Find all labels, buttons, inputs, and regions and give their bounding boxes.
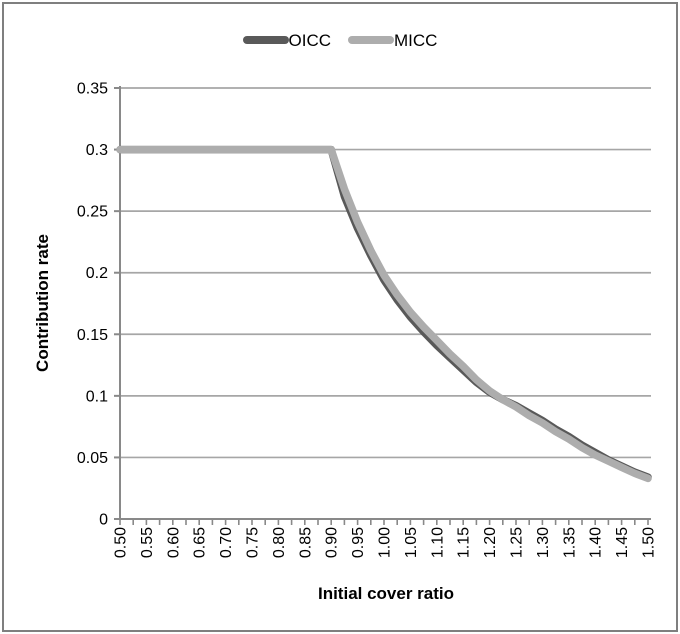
chart-legend: OICC MICC xyxy=(0,29,680,51)
x-tick-label: 1.30 xyxy=(535,527,552,558)
x-tick-label: 1.25 xyxy=(509,527,526,558)
x-tick-labels: 0.50 0.55 0.60 0.65 0.70 0.75 0.80 0.85 0.90 0.95… xyxy=(113,527,658,558)
y-tick-labels: 0 0.05 0.1 0.15 0.2 0.25 0.3 0.35 xyxy=(77,81,120,529)
y-tick-label: 0.15 xyxy=(77,327,108,344)
legend-item-micc: MICC xyxy=(348,32,437,49)
x-tick-label: 1.40 xyxy=(588,527,605,558)
x-tick-label: 0.75 xyxy=(245,527,262,558)
x-tick-label: 0.80 xyxy=(271,527,288,558)
y-tick-label: 0.1 xyxy=(86,388,108,405)
x-tick-label: 0.60 xyxy=(165,527,182,558)
y-tick-label: 0.2 xyxy=(86,265,108,282)
micc-line-swatch xyxy=(348,36,395,44)
legend-label-micc: MICC xyxy=(394,30,438,50)
x-tick-label: 1.05 xyxy=(403,527,420,558)
y-tick-label: 0.3 xyxy=(86,142,108,159)
x-axis-title: Initial cover ratio xyxy=(317,584,455,603)
x-tick-label: 0.90 xyxy=(324,527,341,558)
x-tick-label: 1.35 xyxy=(561,527,578,558)
x-tick-label: 0.85 xyxy=(297,527,314,558)
x-tick-label: 1.10 xyxy=(429,527,446,558)
micc-line xyxy=(116,145,652,483)
x-tick-label: 0.70 xyxy=(218,527,235,558)
legend-item-oicc: OICC xyxy=(242,30,332,50)
x-tick-label: 1.15 xyxy=(456,527,473,558)
y-tick-label: 0.05 xyxy=(77,450,108,467)
oicc-line xyxy=(116,145,652,481)
y-tick-label: 0.35 xyxy=(77,81,108,98)
x-ticks xyxy=(119,519,649,525)
x-tick-label: 0.55 xyxy=(139,527,156,558)
y-tick-label: 0.25 xyxy=(77,204,108,221)
y-tick-label: 0 xyxy=(99,512,108,529)
x-tick-label: 1.00 xyxy=(377,527,394,558)
x-tick-label: 1.50 xyxy=(641,527,658,558)
legend-label-oicc: OICC xyxy=(288,30,332,50)
x-tick-label: 1.20 xyxy=(482,527,499,558)
axes xyxy=(119,86,651,520)
oicc-line-swatch xyxy=(242,36,289,44)
x-tick-label: 0.50 xyxy=(113,527,130,558)
y-axis-title: Contribution rate xyxy=(33,234,52,372)
x-tick-label: 0.65 xyxy=(192,527,209,558)
x-tick-label: 1.45 xyxy=(614,527,631,558)
x-tick-label: 0.95 xyxy=(350,527,367,558)
